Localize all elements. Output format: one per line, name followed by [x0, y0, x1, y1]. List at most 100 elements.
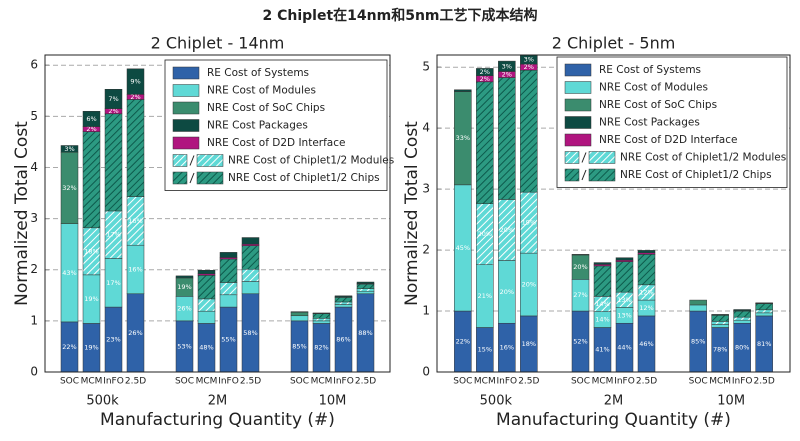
- percent-label: 23%: [106, 336, 120, 344]
- percent-label: 9%: [130, 78, 140, 86]
- legend-label: NRE Cost of Chiplet1/2 Modules: [620, 152, 786, 164]
- percent-label: 86%: [336, 336, 350, 344]
- percent-label: 19%: [522, 219, 536, 227]
- percent-label: 20%: [478, 230, 492, 238]
- x-tick-label: InFO: [218, 377, 239, 387]
- bar-segment: [126, 99, 145, 197]
- group-label: 2M: [208, 394, 228, 409]
- x-tick-label: SOC: [290, 377, 309, 387]
- legend-swatch: [172, 66, 200, 80]
- percent-label: 53%: [177, 342, 191, 350]
- y-tick-label: 4: [422, 121, 430, 135]
- bar-segment: [334, 301, 353, 305]
- legend-label: NRE Cost Packages: [207, 120, 308, 132]
- bar-segment: [498, 60, 516, 72]
- percent-label: 14%: [595, 300, 609, 308]
- x-tick-label: MCM: [311, 377, 333, 387]
- x-tick-label: 2.5D: [518, 377, 539, 387]
- legend-swatch: [172, 136, 200, 150]
- percent-label: 85%: [292, 342, 306, 350]
- bar-segment: [733, 310, 751, 318]
- bar-segment: [197, 270, 216, 275]
- legend-swatch: [564, 133, 592, 147]
- legend-separator: [189, 155, 195, 166]
- legend-label: RE Cost of Systems: [207, 67, 309, 79]
- y-axis-title: Normalized Total Cost: [402, 121, 422, 306]
- percent-label: 12%: [639, 288, 653, 296]
- legend-swatch: [172, 101, 200, 115]
- bar-segment: [312, 320, 331, 324]
- percent-label: 82%: [314, 344, 328, 352]
- x-tick-label: SOC: [571, 377, 590, 387]
- x-tick-label: InFO: [103, 377, 124, 387]
- percent-label: 58%: [243, 329, 257, 337]
- bar-segment: [711, 321, 729, 325]
- percent-label: 13%: [617, 311, 631, 319]
- group-label: 500k: [480, 394, 513, 409]
- x-tick-label: MCM: [592, 377, 614, 387]
- bar-segment: [241, 237, 260, 245]
- x-tick-label: InFO: [732, 377, 753, 387]
- percent-label: 12%: [639, 304, 653, 312]
- x-tick-label: SOC: [175, 377, 194, 387]
- bar-segment: [520, 69, 538, 193]
- legend-label: NRE Cost of D2D Interface: [207, 137, 345, 149]
- legend-swatch: [564, 116, 592, 129]
- percent-label: 19%: [84, 295, 98, 303]
- bar-segment: [312, 318, 331, 322]
- percent-label: 6%: [86, 115, 96, 123]
- bar-segment: [356, 281, 375, 284]
- y-tick-label: 1: [30, 313, 38, 327]
- bar-segment: [615, 257, 634, 261]
- bar-segment: [312, 312, 331, 314]
- percent-label: 46%: [639, 340, 653, 348]
- bar-segment: [219, 282, 238, 296]
- percent-label: 16%: [128, 217, 142, 225]
- bar-segment: [498, 77, 516, 200]
- x-tick-label: MCM: [81, 377, 103, 387]
- percent-label: 22%: [456, 338, 470, 346]
- bar-segment: [219, 258, 238, 283]
- bar-segment: [197, 298, 216, 312]
- bar-segment: [711, 314, 729, 316]
- y-tick-label: 3: [30, 211, 38, 225]
- bar-segment: [334, 295, 353, 298]
- bar-segment: [334, 304, 353, 308]
- percent-label: 78%: [713, 346, 727, 354]
- percent-label: 43%: [62, 269, 76, 277]
- y-tick-label: 0: [422, 365, 430, 379]
- percent-label: 2%: [480, 68, 490, 76]
- bar-segment: [454, 89, 472, 92]
- legend-swatch: [588, 151, 616, 164]
- legend-swatch: [196, 154, 224, 167]
- percent-label: 52%: [573, 338, 587, 346]
- y-tick-label: 4: [30, 160, 38, 174]
- percent-label: 20%: [573, 263, 587, 271]
- percent-label: 7%: [108, 95, 118, 103]
- bar-segment: [356, 283, 375, 289]
- x-tick-label: InFO: [497, 377, 518, 387]
- bar-segment: [241, 281, 260, 295]
- legend-separator: [189, 172, 195, 184]
- bar-segment: [197, 310, 216, 324]
- bar-segment: [755, 309, 773, 314]
- x-tick-label: MCM: [709, 377, 731, 387]
- percent-label: 33%: [456, 134, 470, 142]
- x-tick-label: 2.5D: [125, 377, 146, 387]
- percent-label: 3%: [524, 56, 534, 64]
- group-label: 10M: [319, 394, 347, 409]
- percent-label: 41%: [595, 346, 609, 354]
- x-tick-label: MCM: [196, 377, 218, 387]
- percent-label: 20%: [500, 226, 514, 234]
- y-tick-label: 2: [30, 262, 38, 276]
- group-label: 500k: [86, 394, 119, 409]
- percent-label: 21%: [478, 292, 492, 300]
- percent-label: 2%: [524, 63, 534, 71]
- percent-label: 32%: [62, 184, 76, 192]
- y-axis-title: Normalized Total Cost: [12, 121, 32, 306]
- percent-label: 2%: [108, 107, 118, 115]
- x-tick-label: SOC: [453, 377, 472, 387]
- percent-label: 44%: [617, 344, 631, 352]
- legend-label: NRE Cost of D2D Interface: [599, 134, 737, 146]
- bar-segment: [82, 131, 101, 229]
